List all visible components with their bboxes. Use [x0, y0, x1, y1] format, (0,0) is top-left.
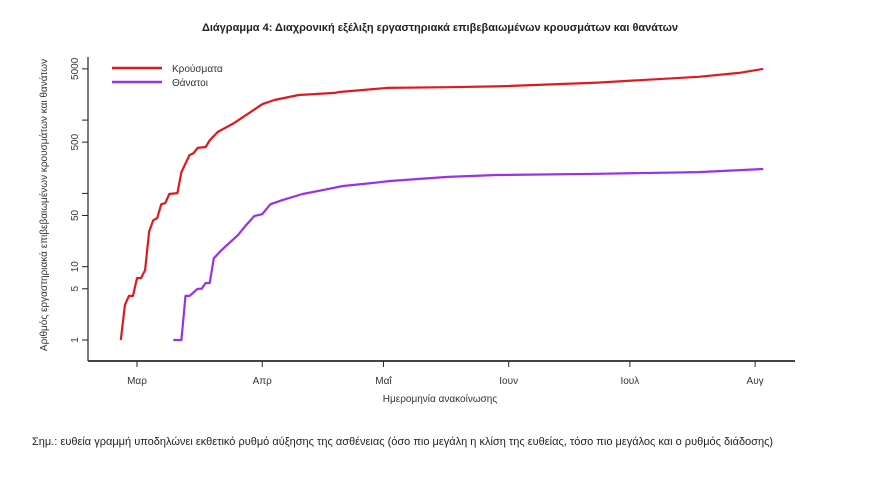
- y-tick-label: 5000: [70, 57, 81, 80]
- x-tick-label: Αυγ: [747, 376, 764, 387]
- x-axis-label: Ημερομηνία ανακοίνωσης: [383, 393, 498, 405]
- x-tick-label: Απρ: [253, 376, 273, 387]
- chart-note: Σημ.: ευθεία γραμμή υποδηλώνει εκθετικό …: [32, 436, 774, 448]
- x-tick-label: Μαρ: [127, 376, 147, 387]
- chart-title: Διάγραμμα 4: Διαχρονική εξέλιξη εργαστηρ…: [201, 22, 679, 34]
- series-line-cases: [119, 67, 764, 341]
- x-tick-label: Μαΐ: [375, 375, 392, 387]
- y-tick-label: 10: [70, 261, 81, 273]
- series-line-deaths: [173, 167, 764, 342]
- legend-label: Κρούσματα: [172, 63, 223, 75]
- x-tick-label: Ιουν: [499, 376, 518, 387]
- y-axis-label: Αριθμός εργαστηριακά επιβεβαιωμένων κρου…: [38, 59, 50, 351]
- y-tick-label: 50: [70, 209, 81, 221]
- y-tick-label: 1: [70, 337, 81, 343]
- x-tick-label: Ιουλ: [620, 376, 639, 387]
- y-tick-label: 500: [70, 133, 81, 150]
- legend-label: Θάνατοι: [172, 77, 208, 89]
- y-tick-label: 5: [70, 286, 81, 292]
